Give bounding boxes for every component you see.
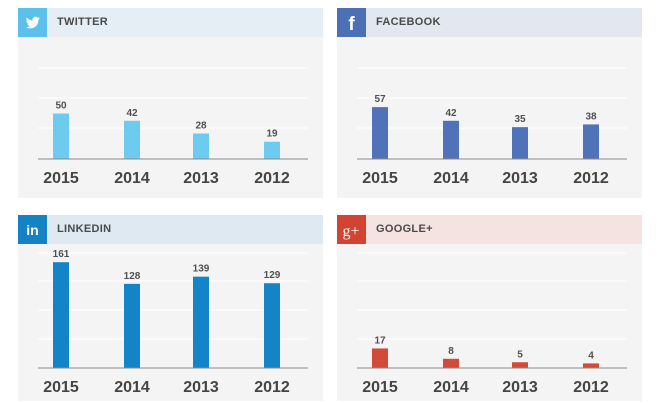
twitter-year-label-2015: 2015 xyxy=(43,170,79,187)
svg-text:in: in xyxy=(26,222,38,238)
twitter-value-label-2013: 28 xyxy=(195,121,207,132)
linkedin-year-label-2014: 2014 xyxy=(114,379,150,396)
facebook-value-label-2012: 38 xyxy=(585,111,597,122)
linkedin-bar-2013 xyxy=(193,276,209,368)
twitter-chart: 50 42 28 19 2015 2014 2013 2012 xyxy=(38,67,308,187)
linkedin-chart: 161 128 139 129 2015 2014 2013 2012 xyxy=(38,249,308,396)
google-chart: 17 8 5 4 2015 2014 2013 2012 xyxy=(357,252,627,396)
facebook-bar-2014 xyxy=(443,120,459,159)
facebook-year-label-2012: 2012 xyxy=(573,170,609,187)
facebook-year-label-2014: 2014 xyxy=(433,170,469,187)
google-bar-2014 xyxy=(443,358,459,368)
twitter-bar-2014 xyxy=(124,120,140,159)
linkedin-year-label-2012: 2012 xyxy=(254,379,290,396)
linkedin-value-label-2015: 161 xyxy=(53,249,70,260)
google-year-label-2015: 2015 xyxy=(362,379,398,396)
linkedin-panel: in LINKEDIN 161 128 139 129 2015 2014 2013 2012 xyxy=(18,215,323,401)
twitter-title: TWITTER xyxy=(57,16,108,28)
facebook-year-label-2013: 2013 xyxy=(502,170,538,187)
facebook-icon: f xyxy=(337,8,366,37)
google-value-label-2013: 5 xyxy=(517,349,523,360)
twitter-year-label-2012: 2012 xyxy=(254,170,290,187)
twitter-year-label-2013: 2013 xyxy=(183,170,219,187)
google-panel: g+ GOOGLE+ 17 8 5 4 2015 2014 2013 2012 xyxy=(337,215,642,401)
google-value-label-2014: 8 xyxy=(448,346,454,357)
twitter-header: TWITTER xyxy=(18,8,323,37)
linkedin-bar-2012 xyxy=(264,283,280,368)
facebook-panel: f FACEBOOK 57 42 35 38 2015 2014 2013 2012 xyxy=(337,8,642,198)
google-title: GOOGLE+ xyxy=(376,223,433,235)
facebook-bar-2015 xyxy=(372,107,388,159)
google-plus-icon: g+ xyxy=(337,215,366,244)
google-year-label-2012: 2012 xyxy=(573,379,609,396)
linkedin-bar-2014 xyxy=(124,283,140,368)
facebook-title: FACEBOOK xyxy=(376,16,441,28)
linkedin-title: LINKEDIN xyxy=(57,223,112,235)
google-year-label-2014: 2014 xyxy=(433,379,469,396)
twitter-value-label-2012: 19 xyxy=(266,129,278,140)
twitter-bar-2015 xyxy=(53,113,69,159)
google-bar-2013 xyxy=(512,362,528,368)
facebook-value-label-2014: 42 xyxy=(445,108,457,119)
linkedin-value-label-2013: 139 xyxy=(193,264,210,275)
svg-text:f: f xyxy=(348,14,355,35)
linkedin-value-label-2014: 128 xyxy=(124,271,141,282)
twitter-bar-2012 xyxy=(264,141,280,159)
svg-text:g+: g+ xyxy=(342,223,359,240)
linkedin-header: in LINKEDIN xyxy=(18,215,323,244)
google-header: g+ GOOGLE+ xyxy=(337,215,642,244)
google-value-label-2015: 17 xyxy=(374,335,386,346)
facebook-bar-2013 xyxy=(512,127,528,159)
facebook-bar-2012 xyxy=(583,124,599,159)
twitter-value-label-2015: 50 xyxy=(55,101,67,112)
linkedin-icon: in xyxy=(18,215,47,244)
twitter-value-label-2014: 42 xyxy=(126,108,138,119)
twitter-panel: TWITTER 50 42 28 19 2015 2014 2013 2012 xyxy=(18,8,323,198)
google-bar-2015 xyxy=(372,348,388,368)
linkedin-year-label-2015: 2015 xyxy=(43,379,79,396)
facebook-header: f FACEBOOK xyxy=(337,8,642,37)
google-year-label-2013: 2013 xyxy=(502,379,538,396)
linkedin-value-label-2012: 129 xyxy=(264,270,281,281)
facebook-chart: 57 42 35 38 2015 2014 2013 2012 xyxy=(357,67,627,187)
twitter-icon xyxy=(18,8,47,37)
google-bar-2012 xyxy=(583,363,599,368)
linkedin-year-label-2013: 2013 xyxy=(183,379,219,396)
linkedin-bar-2015 xyxy=(53,262,69,368)
twitter-year-label-2014: 2014 xyxy=(114,170,150,187)
twitter-bar-2013 xyxy=(193,133,209,159)
facebook-value-label-2013: 35 xyxy=(514,114,526,125)
facebook-value-label-2015: 57 xyxy=(374,94,386,105)
facebook-year-label-2015: 2015 xyxy=(362,170,398,187)
google-value-label-2012: 4 xyxy=(588,350,594,361)
